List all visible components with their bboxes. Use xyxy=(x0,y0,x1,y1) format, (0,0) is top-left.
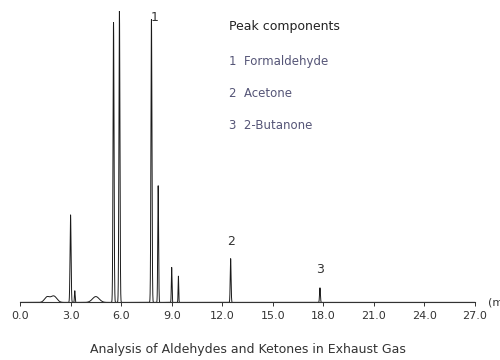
Text: 3: 3 xyxy=(316,263,324,276)
Text: 1: 1 xyxy=(151,11,159,24)
Text: 3  2-Butanone: 3 2-Butanone xyxy=(230,119,312,132)
Text: 2  Acetone: 2 Acetone xyxy=(230,87,292,100)
Text: 2: 2 xyxy=(226,235,234,248)
Text: 1  Formaldehyde: 1 Formaldehyde xyxy=(230,55,328,68)
Text: (min): (min) xyxy=(488,297,500,307)
Text: Analysis of Aldehydes and Ketones in Exhaust Gas: Analysis of Aldehydes and Ketones in Exh… xyxy=(90,343,406,356)
Text: Peak components: Peak components xyxy=(230,19,340,32)
